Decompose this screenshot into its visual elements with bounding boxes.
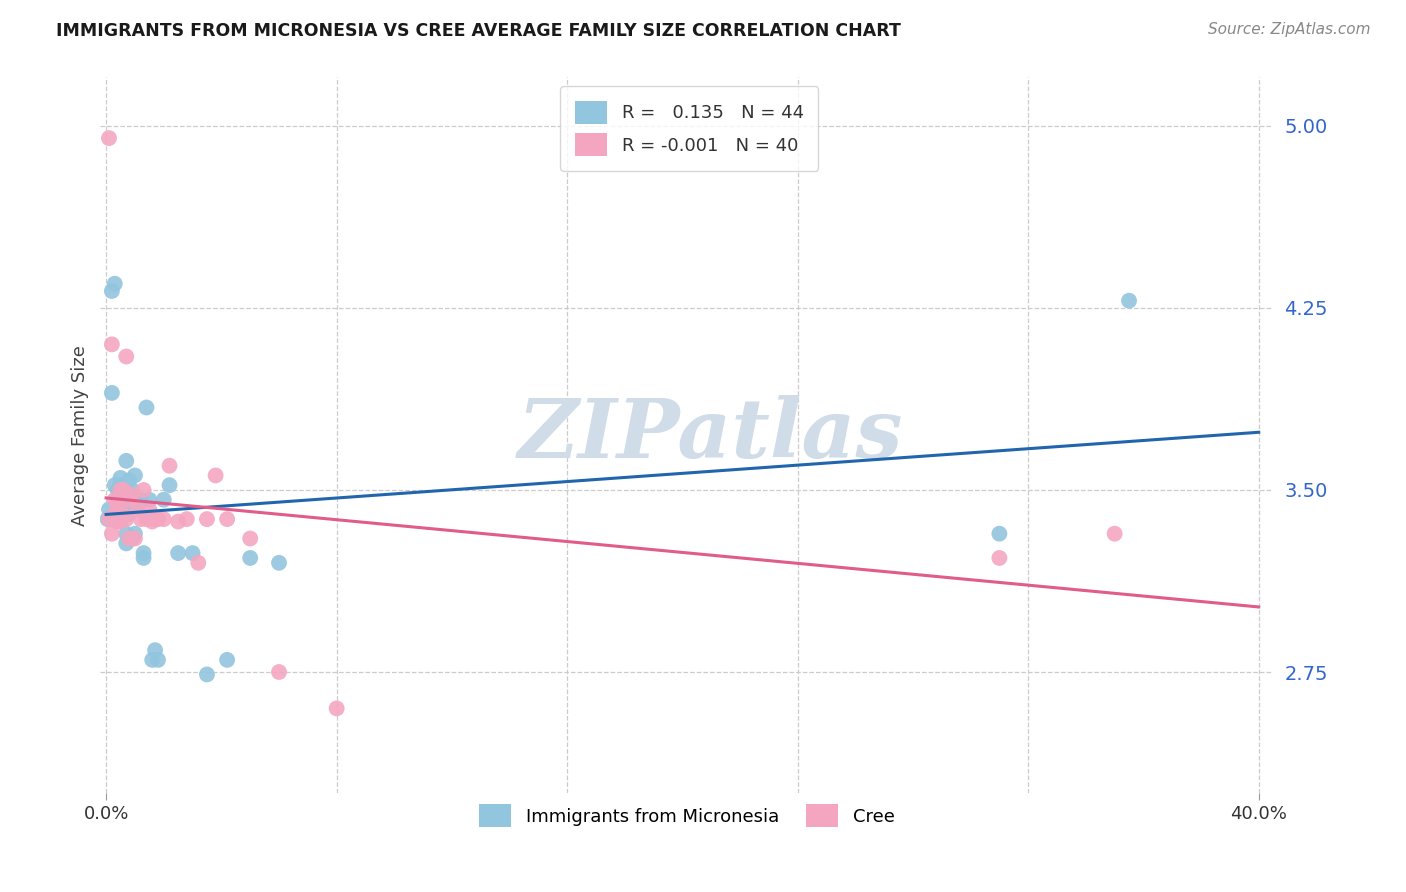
Point <box>325 701 347 715</box>
Point <box>121 488 143 502</box>
Point <box>110 478 132 492</box>
Point <box>101 526 124 541</box>
Text: Source: ZipAtlas.com: Source: ZipAtlas.com <box>1208 22 1371 37</box>
Point <box>267 665 290 679</box>
Point <box>167 546 190 560</box>
Y-axis label: Average Family Size: Average Family Size <box>72 345 89 525</box>
Point <box>181 546 204 560</box>
Point <box>143 512 166 526</box>
Point <box>143 643 166 657</box>
Point <box>138 502 160 516</box>
Point <box>129 512 152 526</box>
Point <box>1104 526 1126 541</box>
Point <box>135 512 157 526</box>
Point <box>204 468 226 483</box>
Point <box>267 556 290 570</box>
Point <box>112 483 135 497</box>
Point <box>124 468 146 483</box>
Point <box>115 512 138 526</box>
Point <box>141 515 163 529</box>
Point <box>132 551 155 566</box>
Point <box>104 508 127 522</box>
Point <box>115 526 138 541</box>
Point <box>98 502 121 516</box>
Point <box>118 473 141 487</box>
Point <box>127 498 149 512</box>
Point <box>152 512 174 526</box>
Point <box>239 532 262 546</box>
Point <box>138 492 160 507</box>
Point <box>107 483 129 497</box>
Point <box>195 512 218 526</box>
Point <box>118 492 141 507</box>
Point <box>121 532 143 546</box>
Point <box>195 667 218 681</box>
Point <box>104 492 127 507</box>
Point <box>107 498 129 512</box>
Point <box>110 508 132 522</box>
Point <box>96 512 118 526</box>
Text: ZIPatlas: ZIPatlas <box>517 395 903 475</box>
Point <box>101 337 124 351</box>
Point <box>110 508 132 522</box>
Point <box>121 483 143 497</box>
Point <box>118 532 141 546</box>
Point <box>187 556 209 570</box>
Point <box>176 512 198 526</box>
Legend: Immigrants from Micronesia, Cree: Immigrants from Micronesia, Cree <box>471 797 903 834</box>
Point <box>124 526 146 541</box>
Point <box>152 492 174 507</box>
Point <box>167 515 190 529</box>
Point <box>101 385 124 400</box>
Point <box>115 478 138 492</box>
Point <box>115 350 138 364</box>
Point <box>98 512 121 526</box>
Point <box>988 526 1011 541</box>
Point <box>124 532 146 546</box>
Point <box>104 277 127 291</box>
Point <box>1118 293 1140 308</box>
Point <box>110 515 132 529</box>
Text: IMMIGRANTS FROM MICRONESIA VS CREE AVERAGE FAMILY SIZE CORRELATION CHART: IMMIGRANTS FROM MICRONESIA VS CREE AVERA… <box>56 22 901 40</box>
Point <box>146 653 169 667</box>
Point <box>98 131 121 145</box>
Point <box>112 508 135 522</box>
Point <box>129 492 152 507</box>
Point <box>159 478 181 492</box>
Point <box>112 498 135 512</box>
Point <box>110 492 132 507</box>
Point <box>107 515 129 529</box>
Point <box>988 551 1011 566</box>
Point <box>101 284 124 298</box>
Point <box>141 653 163 667</box>
Point <box>217 653 239 667</box>
Point <box>135 401 157 415</box>
Point <box>132 546 155 560</box>
Point <box>118 508 141 522</box>
Point <box>146 512 169 526</box>
Point <box>107 492 129 507</box>
Point <box>110 483 132 497</box>
Point <box>132 483 155 497</box>
Point <box>112 508 135 522</box>
Point <box>112 483 135 497</box>
Point <box>104 478 127 492</box>
Point <box>115 536 138 550</box>
Point <box>239 551 262 566</box>
Point <box>159 458 181 473</box>
Point <box>127 502 149 516</box>
Point <box>110 471 132 485</box>
Point <box>115 454 138 468</box>
Point <box>217 512 239 526</box>
